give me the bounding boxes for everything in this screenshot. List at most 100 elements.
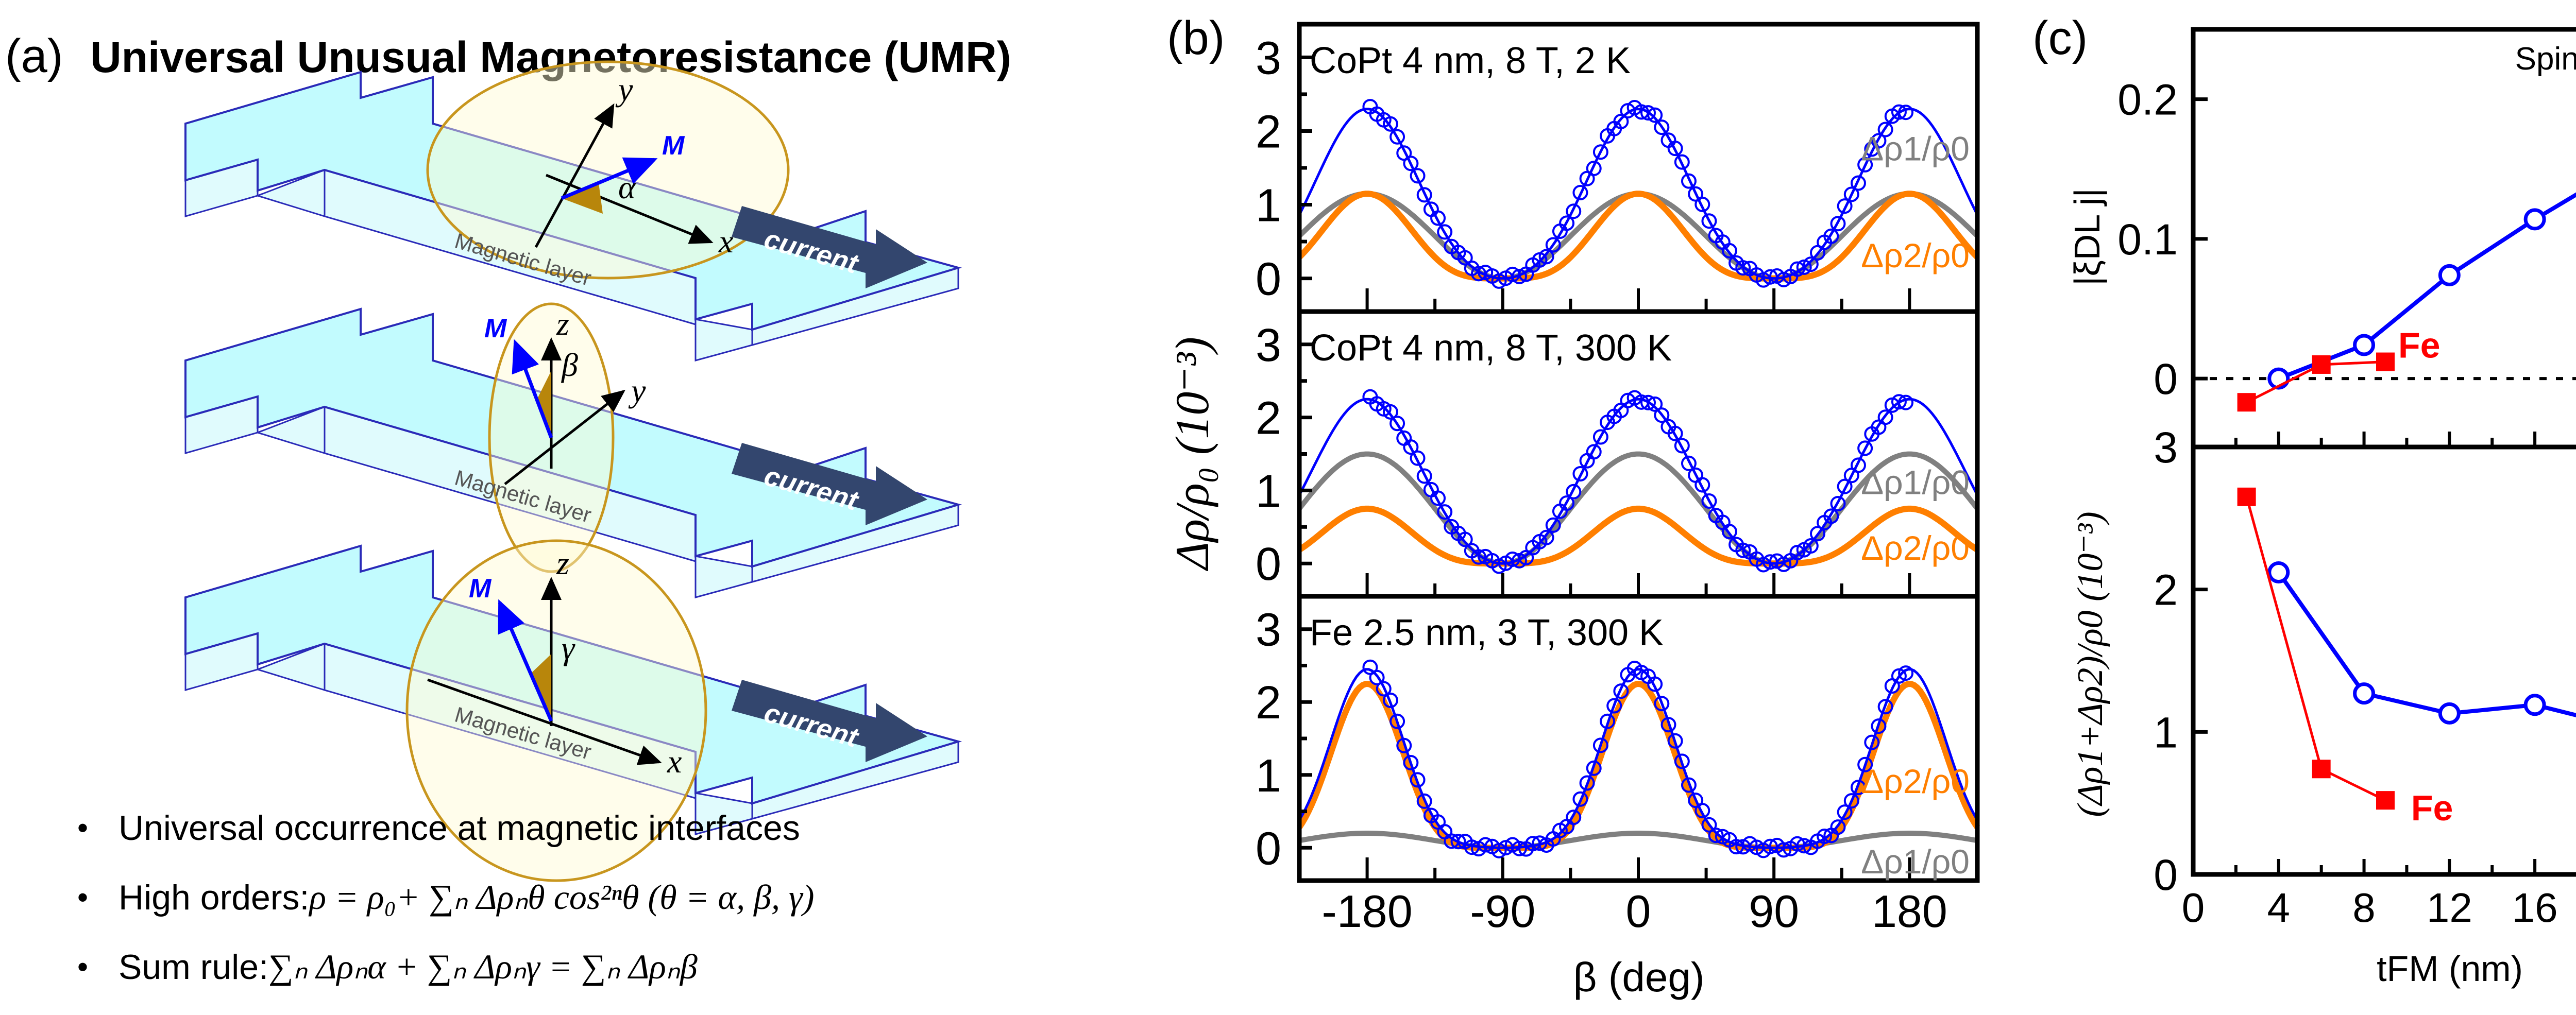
- plot-frame: [2191, 444, 2576, 877]
- data-point: [1416, 468, 1432, 484]
- axis-arrow-y: [534, 103, 615, 248]
- data-point: [1850, 175, 1866, 191]
- data-point: [1478, 837, 1494, 853]
- y-tick-label: 0.1: [2117, 215, 2178, 264]
- data-point: [1389, 129, 1405, 145]
- angle-label: β: [561, 347, 578, 383]
- angle-wedge: [562, 183, 603, 214]
- rotation-plane-ellipse: [426, 60, 790, 280]
- subplot-title: Fe 2.5 nm, 3 T, 300 K: [1310, 612, 1664, 653]
- drho2-label: Δρ2/ρ0: [1861, 529, 1970, 567]
- axis-label-z: z: [556, 545, 569, 581]
- drho1-label: Δρ1/ρ0: [1861, 842, 1970, 881]
- data-point: [1572, 466, 1588, 481]
- panel-c-top-y-axis-label: |ξDL j|: [2067, 188, 2107, 286]
- panel-c-top-title: Spin-orbit torque: [2515, 41, 2576, 77]
- data-point: [1437, 504, 1453, 520]
- data-point: [2376, 791, 2395, 810]
- panel-b-x-axis-label: β (deg): [1573, 954, 1705, 1000]
- data-point: [2312, 355, 2331, 374]
- x-tick-label: 4: [2267, 885, 2291, 931]
- series-fe: [2237, 352, 2395, 412]
- data-point: [1586, 444, 1602, 460]
- y-tick-label: 0: [1256, 539, 1281, 590]
- magnetization-arrow: [498, 599, 553, 722]
- data-point: [2237, 487, 2256, 506]
- data-point: [1843, 186, 1859, 202]
- y-tick-label: 2: [2154, 566, 2178, 614]
- data-point: [1538, 249, 1554, 265]
- data-point: [1579, 775, 1595, 791]
- panel-c: (c) 00.10.20123CoPtFeCoPtFe04812162024 S…: [2032, 12, 2576, 989]
- data-point: [1701, 213, 1717, 229]
- magnetization-label: M: [484, 314, 507, 343]
- data-point: [1803, 256, 1819, 272]
- y-tick-label: 3: [1256, 320, 1281, 371]
- drho2-curve: [1296, 681, 1980, 851]
- drho2-curve: [1297, 191, 1980, 282]
- x-tick-label: 8: [2352, 885, 2376, 931]
- data-point: [1857, 440, 1873, 456]
- bullet-formula: ∑ₙ Δρₙα + ∑ₙ Δρₙγ = ∑ₙ Δρₙβ: [268, 947, 698, 986]
- data-point: [1877, 409, 1893, 425]
- subplot-title: CoPt 4 nm, 8 T, 300 K: [1310, 328, 1672, 369]
- bullet-prefix: Sum rule:: [118, 947, 268, 987]
- y-tick-label: 1: [1256, 180, 1281, 232]
- data-point: [1647, 396, 1663, 412]
- data-point: [1430, 490, 1446, 506]
- data-point: [1667, 425, 1683, 441]
- data-point: [1559, 495, 1575, 511]
- y-tick-label: 0.2: [2117, 76, 2178, 124]
- data-point: [1613, 683, 1629, 699]
- data-point: [1640, 105, 1656, 121]
- data-point: [1586, 160, 1602, 176]
- axis-arrow-y: [504, 389, 625, 485]
- data-point: [1437, 224, 1453, 240]
- data-point: [1871, 133, 1887, 149]
- magnetization-arrow: [512, 339, 553, 439]
- y-tick-label: 0: [2154, 851, 2178, 899]
- data-point: [1586, 760, 1602, 776]
- bullet-dot-icon: •: [77, 880, 89, 915]
- y-tick-label: 2: [1256, 106, 1281, 158]
- y-tick-label: 3: [1256, 605, 1281, 656]
- data-point: [1850, 457, 1866, 473]
- data-point: [1559, 215, 1575, 231]
- data-point: [1708, 828, 1724, 844]
- x-tick-label: 16: [2512, 885, 2558, 931]
- data-point: [2438, 264, 2461, 286]
- plot-frame: [2191, 27, 2576, 450]
- panel-b-subplot-2: 0 1 2 3 CoPt 4 nm, 8 T, 300 K Δρ1/ρ0 Δρ2/ρ0: [1256, 309, 1980, 599]
- data-point: [1654, 119, 1670, 135]
- data-point: [1701, 817, 1717, 833]
- data-point: [1694, 803, 1710, 819]
- panel-c-top-plot: 0 0.1 0.2: [2117, 27, 2576, 450]
- data-point: [1843, 793, 1859, 809]
- data-point: [1681, 455, 1697, 471]
- data-point: [1410, 772, 1426, 788]
- bullet-list: • Universal occurrence at magnetic inter…: [77, 793, 814, 1002]
- data-point: [1891, 668, 1907, 684]
- panel-a-title: Universal Unusual Magnetoresistance (UMR…: [90, 33, 1011, 81]
- current-arrow-icon: [732, 443, 927, 525]
- data-point: [1674, 154, 1690, 170]
- x-tick-label: -90: [1470, 886, 1535, 937]
- panel-b-label: (b): [1167, 12, 1225, 64]
- panel-b-subplot-1: 0 1 2 3 CoPt 4 nm, 8 T, 2 K Δρ1/ρ0 Δρ2/ρ0: [1256, 22, 1980, 314]
- current-arrow-icon: [732, 680, 927, 762]
- x-tick-label: 12: [2427, 885, 2472, 931]
- bullet-item: • Sum rule: ∑ₙ Δρₙα + ∑ₙ Δρₙγ = ∑ₙ Δρₙβ: [77, 932, 814, 1002]
- data-point: [1532, 835, 1548, 851]
- y-tick-label: 0: [2154, 355, 2178, 403]
- data-point: [1877, 122, 1893, 137]
- data-point: [1566, 810, 1582, 825]
- data-point: [1721, 524, 1737, 540]
- data-point: [1545, 517, 1561, 533]
- axis-label-x: x: [667, 743, 682, 780]
- magnetization-arrow: [561, 157, 658, 200]
- drho1-label: Δρ1/ρ0: [1861, 130, 1970, 168]
- data-point: [1891, 394, 1907, 410]
- data-point: [1538, 529, 1554, 545]
- bullet-text: Universal occurrence at magnetic interfa…: [118, 808, 800, 848]
